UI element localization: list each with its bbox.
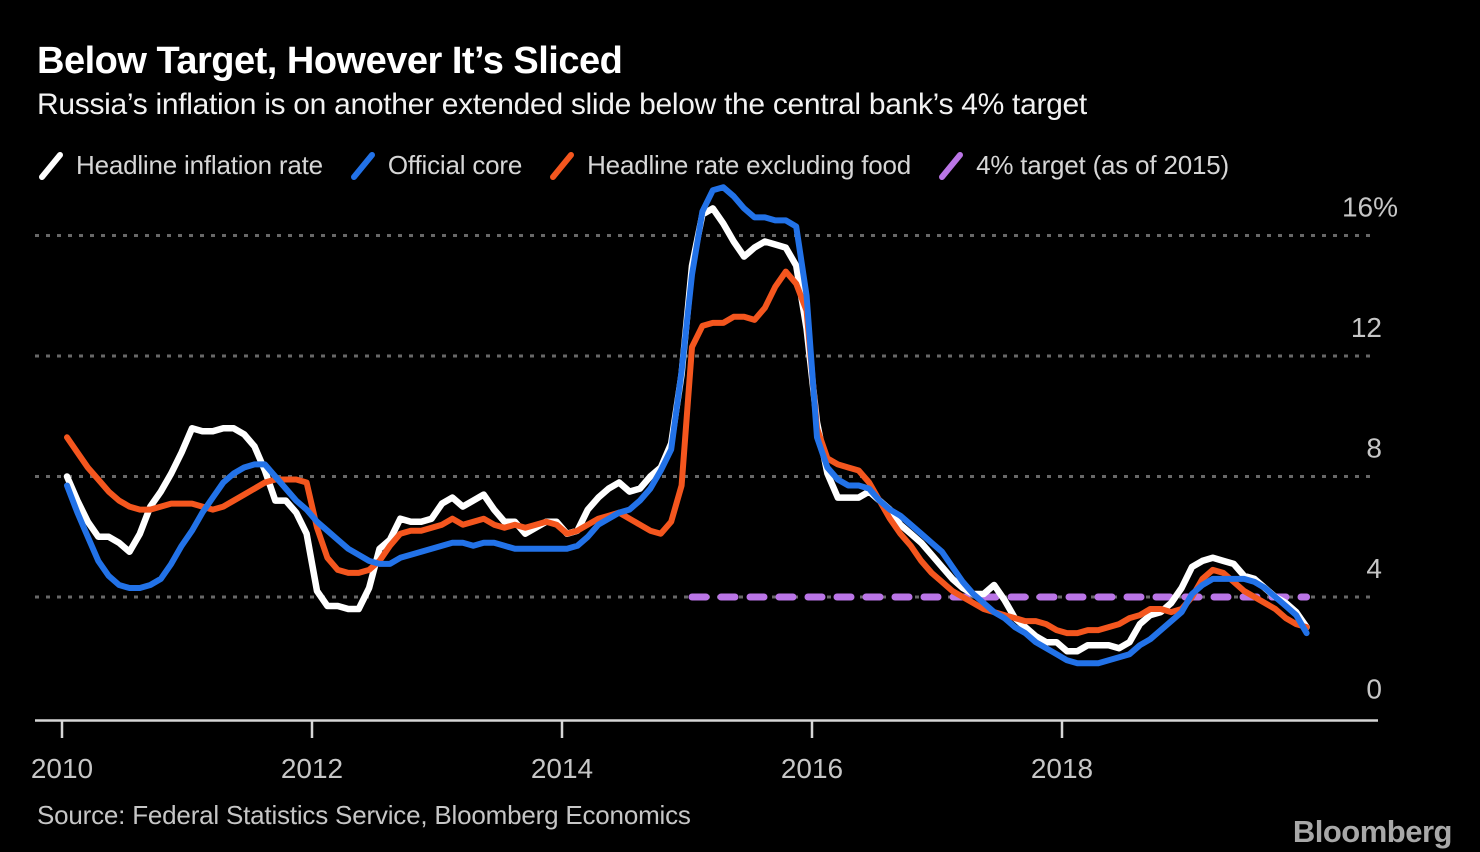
line-swatch-icon — [39, 151, 63, 180]
line-swatch-icon — [939, 151, 964, 180]
line-swatch-icon — [550, 151, 575, 180]
x-tick-label: 2010 — [31, 753, 93, 784]
legend-item-label: Headline inflation rate — [76, 150, 323, 180]
x-tick-label: 2018 — [1031, 753, 1093, 784]
legend-item-headline: Headline inflation rate — [37, 150, 323, 181]
y-tick-label: 16% — [1342, 192, 1398, 223]
series-line-1 — [64, 184, 1310, 667]
y-tick-label: 4 — [1366, 553, 1382, 584]
x-tick-label: 2016 — [781, 753, 843, 784]
y-tick-label: 12 — [1351, 312, 1382, 343]
legend-item-label: 4% target (as of 2015) — [976, 150, 1229, 180]
legend-item-label: Official core — [387, 150, 523, 180]
y-tick-label: 8 — [1366, 433, 1382, 464]
legend-item-ex-food: Headline rate excluding food — [548, 150, 911, 181]
legend-item-official-core: Official core — [349, 150, 522, 181]
page-title: Below Target, However It’s Sliced — [37, 40, 623, 82]
source-note: Source: Federal Statistics Service, Bloo… — [37, 800, 691, 830]
bloomberg-logo: Bloomberg — [1292, 814, 1453, 849]
legend-item-label: Headline rate excluding food — [587, 150, 912, 180]
y-tick-label: 0 — [1366, 674, 1382, 705]
line-swatch-icon — [350, 151, 375, 180]
chart-legend: Headline inflation rate Official core He… — [37, 150, 1229, 181]
x-tick-label: 2014 — [531, 753, 593, 784]
page-subtitle: Russia’s inflation is on another extende… — [37, 88, 1087, 121]
legend-item-target: 4% target (as of 2015) — [937, 150, 1229, 181]
x-tick-label: 2012 — [281, 753, 343, 784]
series-line-2 — [64, 268, 1310, 637]
